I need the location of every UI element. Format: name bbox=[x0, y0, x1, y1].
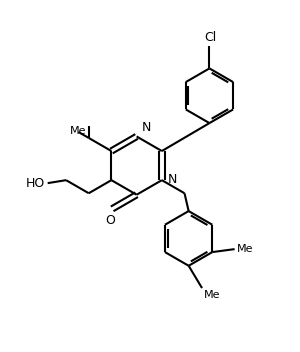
Text: N: N bbox=[168, 173, 177, 186]
Text: Me: Me bbox=[203, 290, 220, 300]
Text: N: N bbox=[142, 121, 152, 134]
Text: HO: HO bbox=[26, 177, 45, 190]
Text: Me: Me bbox=[237, 244, 253, 253]
Text: O: O bbox=[106, 214, 116, 227]
Text: Me: Me bbox=[70, 126, 86, 136]
Text: Cl: Cl bbox=[204, 31, 216, 44]
